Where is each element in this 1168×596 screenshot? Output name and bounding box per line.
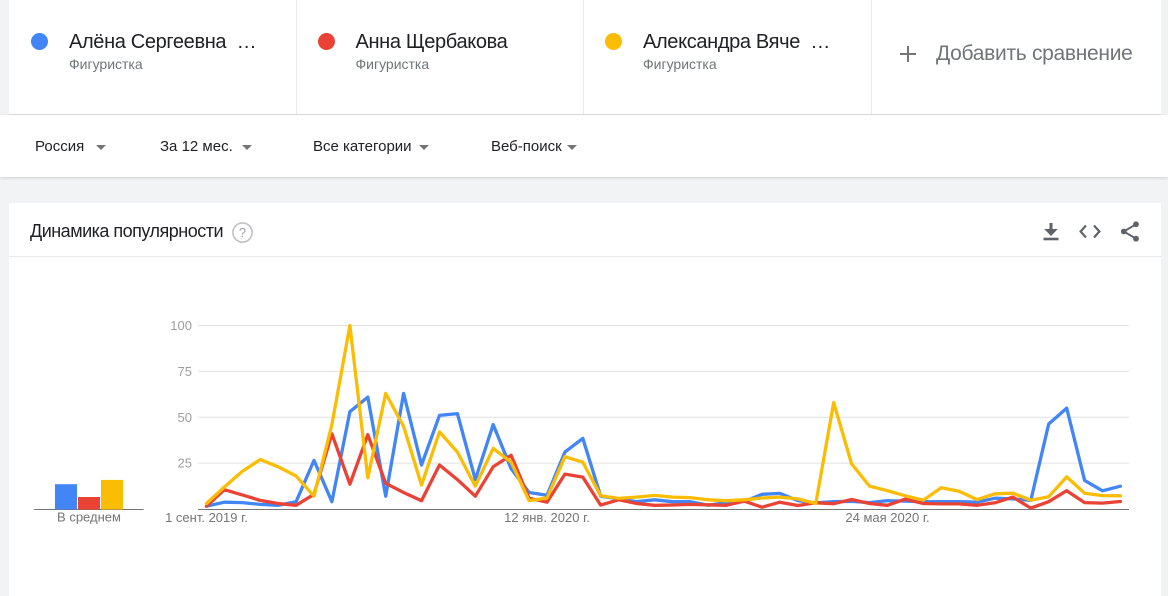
svg-text:25: 25	[178, 456, 192, 471]
svg-text:24 мая 2020 г.: 24 мая 2020 г.	[845, 510, 929, 525]
svg-text:12 янв. 2020 г.: 12 янв. 2020 г.	[504, 510, 590, 525]
svg-text:100: 100	[170, 318, 192, 333]
svg-text:?: ?	[239, 225, 246, 240]
svg-text:75: 75	[178, 364, 192, 379]
svg-text:50: 50	[178, 410, 192, 425]
svg-text:1 сент. 2019 г.: 1 сент. 2019 г.	[165, 510, 248, 525]
svg-text:В среднем: В среднем	[57, 510, 121, 525]
